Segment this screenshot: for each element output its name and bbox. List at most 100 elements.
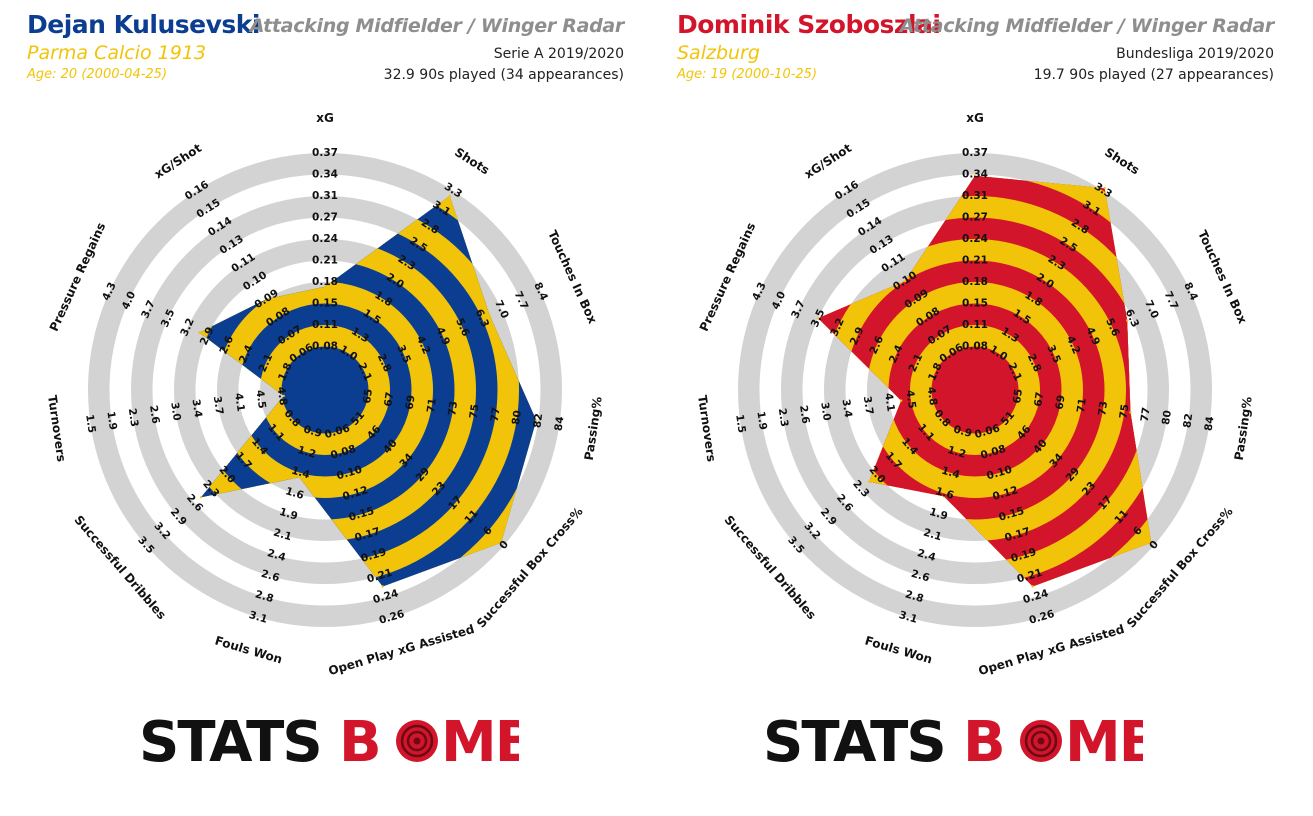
logo-stats-text: STATS	[763, 710, 945, 770]
radar-tick-label: 3.7	[861, 395, 876, 415]
radar-tick-label: 2.6	[260, 568, 281, 585]
radar-tick-label: 3.4	[190, 398, 205, 418]
radar-tick-label: 82	[1181, 413, 1195, 429]
radar-axis-label: Turnovers	[695, 394, 718, 462]
radar-tick-label: 1.4	[940, 465, 961, 482]
player-name: Dominik Szoboszlai	[677, 10, 941, 39]
radar-vertex-4	[535, 419, 538, 422]
radar-tick-label: 4.8	[275, 386, 290, 406]
player-age: Age: 19 (2000-10-25)	[677, 67, 818, 82]
radar-tick-label: 69	[1054, 394, 1068, 410]
logo-bomb-mb-text: MB	[1065, 710, 1143, 770]
radar-tick-label: 4.8	[925, 386, 940, 406]
radar-vertex-10	[198, 331, 201, 334]
radar-tick-label: 0.34	[962, 169, 988, 181]
radar-vertex-3	[488, 313, 491, 317]
radar-tick-label: 2.3	[776, 408, 791, 428]
player-name: Dejan Kulusevski	[27, 10, 260, 39]
radar-tick-label: 0.27	[312, 212, 338, 224]
radar-tick-label: 77	[1139, 406, 1153, 422]
radar-tick-label: 2.8	[904, 588, 925, 605]
logo-bomb-b-text: B	[339, 710, 380, 770]
competition: Serie A 2019/2020	[493, 46, 624, 62]
radar-vertex-11	[903, 279, 907, 283]
radar-tick-label: 0.9	[302, 423, 323, 440]
player-team: Salzburg	[677, 42, 760, 64]
radar-vertex-9	[900, 399, 903, 402]
radar-tick-label: 2.4	[266, 547, 287, 564]
radar-vertex-2	[448, 194, 451, 198]
radar-tick-label: 2.3	[126, 408, 141, 428]
radar-tick-label: 3.0	[168, 401, 183, 421]
radar-vertex-10	[816, 317, 820, 320]
radar-tick-label: 0.31	[962, 190, 988, 202]
radar-tick-label: 0.34	[312, 169, 338, 181]
radar-tick-label: 3.1	[898, 609, 919, 626]
radar-tick-label: 84	[553, 416, 567, 432]
logo-stats-text: STATS	[139, 710, 321, 770]
radar-tick-label: 75	[468, 403, 482, 419]
radar-tick-label: 71	[425, 397, 439, 413]
radar-tick-label: 67	[382, 391, 396, 407]
radar-axis-label: Passing%	[1232, 396, 1255, 461]
radar-tick-label: 1.9	[104, 411, 119, 431]
radar-vertex-7	[942, 495, 945, 498]
radar-tick-label: 1.9	[928, 506, 949, 523]
radar-tick-label: 0.15	[962, 298, 988, 310]
radar-tick-label: 0.37	[312, 147, 338, 159]
radar-tick-label: 4.5	[903, 389, 918, 409]
radar-tick-label: 2.1	[922, 527, 943, 544]
radar-vertex-9	[282, 394, 285, 398]
radar-title: Attacking Midfielder / Winger Radar	[249, 15, 625, 37]
radar-tick-label: 1.6	[934, 485, 955, 502]
player-team: Parma Calcio 1913	[27, 42, 207, 64]
radar-axis-label: xG	[966, 111, 984, 125]
radar-tick-label: 0.11	[962, 319, 988, 331]
radar-chart: 0.08 0.11 0.15 0.18 0.21 0.24 0.27 0.31 0.34 0.37…	[45, 111, 605, 678]
radar-tick-label: 0.21	[312, 255, 338, 267]
radar-tick-label: 4.1	[232, 392, 247, 412]
radar-tick-label: 69	[404, 394, 418, 410]
radar-tick-label: 0.11	[312, 319, 338, 331]
radar-tick-label: 77	[489, 406, 503, 422]
radar-tick-label: 2.1	[272, 527, 293, 544]
radar-vertex-6	[1031, 585, 1034, 588]
logo-bomb-b-text: B	[963, 710, 1004, 770]
radar-tick-label: 0.18	[312, 276, 338, 288]
radar-tick-label: 2.8	[254, 588, 275, 605]
radar-tick-label: 84	[1203, 416, 1217, 432]
radar-tick-label: 2.6	[910, 568, 931, 585]
radar-tick-label: 1.5	[733, 414, 748, 434]
radar-tick-label: 0.08	[962, 341, 988, 353]
statsbomb-logo: STATS B MB	[139, 708, 519, 770]
radar-vertex-5	[1150, 541, 1153, 544]
radar-tick-label: 0.9	[952, 423, 973, 440]
radar-tick-label: 71	[1075, 397, 1089, 413]
radar-tick-label: 73	[446, 400, 460, 416]
minutes-played: 32.9 90s played (34 appearances)	[383, 67, 624, 83]
radar-tick-label: 1.6	[284, 485, 305, 502]
radar-tick-label: 1.9	[278, 506, 299, 523]
radar-tick-label: 73	[1096, 400, 1110, 416]
radar-tick-label: 80	[510, 410, 524, 426]
target-icon	[396, 720, 438, 762]
radar-tick-label: 0.15	[312, 298, 338, 310]
radar-vertex-8	[867, 480, 871, 483]
radar-vertex-1	[323, 285, 327, 288]
radar-tick-label: 0.21	[962, 255, 988, 267]
radar-tick-label: 3.7	[211, 395, 226, 415]
radar-tick-label: 0.31	[312, 190, 338, 202]
radar-chart: 0.08 0.11 0.15 0.18 0.21 0.24 0.27 0.31 0.34 0.37…	[695, 111, 1255, 678]
radar-tick-label: 0.24	[962, 233, 988, 245]
radar-vertex-6	[381, 585, 384, 588]
radar-tick-label: 80	[1160, 410, 1174, 426]
radar-tick-label: 2.4	[916, 547, 937, 564]
radar-tick-label: 0.37	[962, 147, 988, 159]
radar-vertex-1	[973, 174, 977, 177]
competition: Bundesliga 2019/2020	[1116, 46, 1274, 62]
radar-axis-label: xG	[316, 111, 334, 125]
radar-vertex-5	[500, 541, 503, 544]
radar-tick-label: 2.6	[147, 404, 162, 424]
radar-tick-label: 1.9	[754, 411, 769, 431]
radar-axis-label: Turnovers	[45, 394, 68, 462]
